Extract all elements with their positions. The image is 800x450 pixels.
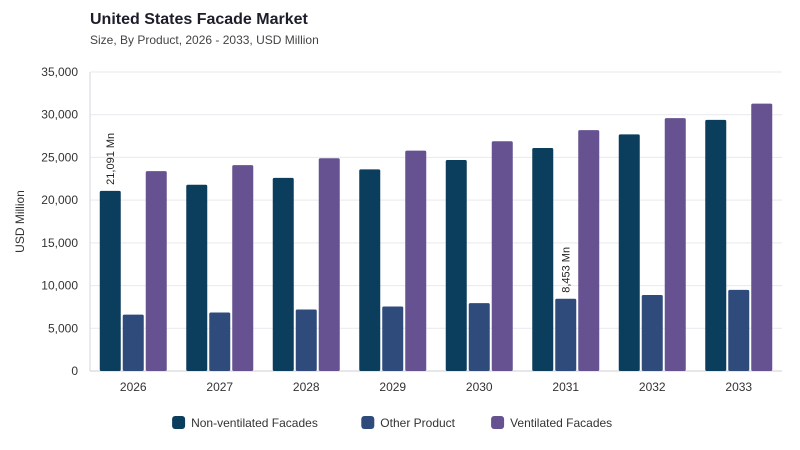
bar-ventilated-facades-2026 [145,171,167,371]
bar-other-product-2029 [382,306,404,371]
legend-swatch [491,416,505,429]
data-label: 8,453 Mn [561,247,573,293]
bar-other-product-2033 [728,289,750,371]
x-tick-label: 2032 [639,380,666,394]
bar-ventilated-facades-2029 [405,150,427,371]
bar-ventilated-facades-2033 [751,103,773,371]
x-tick-label: 2031 [552,380,579,394]
bar-non-ventilated-facades-2028 [272,177,294,371]
data-label: 21,091 Mn [105,133,117,185]
bar-ventilated-facades-2031 [578,130,600,371]
legend-swatch [172,416,186,429]
y-tick-label: 30,000 [41,108,78,122]
bar-non-ventilated-facades-2026 [99,190,121,371]
y-tick-label: 25,000 [41,150,78,164]
bar-other-product-2031 [555,298,577,371]
chart-title: United States Facade Market [90,11,308,28]
bar-ventilated-facades-2030 [491,141,513,371]
bar-other-product-2028 [295,309,317,371]
legend-label: Ventilated Facades [510,416,612,430]
bar-other-product-2027 [209,312,231,371]
bar-non-ventilated-facades-2029 [359,169,381,371]
bar-non-ventilated-facades-2032 [618,134,640,371]
x-tick-label: 2027 [206,380,233,394]
y-tick-label: 35,000 [41,65,78,79]
x-tick-label: 2033 [725,380,752,394]
bar-non-ventilated-facades-2030 [445,159,467,371]
legend-label: Other Product [380,416,455,430]
bar-ventilated-facades-2027 [232,165,254,371]
bar-non-ventilated-facades-2033 [705,119,727,371]
y-tick-label: 15,000 [41,236,78,250]
bar-other-product-2026 [122,314,144,371]
x-tick-label: 2026 [120,380,147,394]
chart-subtitle: Size, By Product, 2026 - 2033, USD Milli… [90,33,319,47]
bar-non-ventilated-facades-2031 [532,148,554,371]
legend-label: Non-ventilated Facades [191,416,318,430]
legend-swatch [361,416,375,429]
bar-ventilated-facades-2032 [664,118,686,371]
bar-non-ventilated-facades-2027 [186,184,208,371]
y-axis-title: USD Million [13,190,27,253]
y-tick-label: 20,000 [41,193,78,207]
bar-other-product-2032 [641,294,663,371]
y-tick-label: 5,000 [48,321,78,335]
x-tick-label: 2030 [466,380,493,394]
x-tick-label: 2028 [293,380,320,394]
y-tick-label: 0 [71,364,78,378]
bar-ventilated-facades-2028 [318,158,340,371]
bar-other-product-2030 [468,303,490,371]
y-tick-label: 10,000 [41,279,78,293]
x-tick-label: 2029 [379,380,406,394]
